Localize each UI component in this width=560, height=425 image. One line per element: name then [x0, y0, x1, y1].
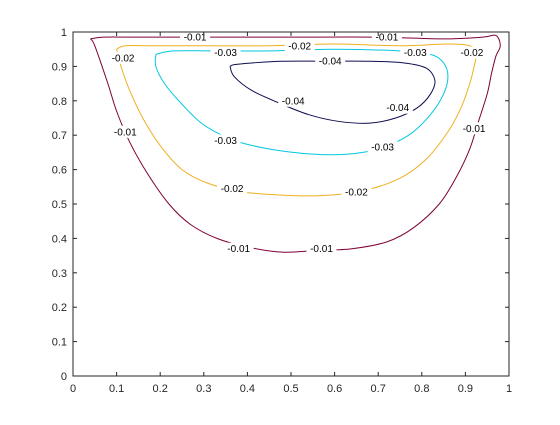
contour-label-background — [315, 55, 346, 68]
x-tick-label: 0.4 — [240, 383, 255, 395]
contour-line — [90, 34, 501, 253]
y-tick-label: 0.6 — [52, 165, 67, 177]
contour-line — [116, 43, 477, 197]
contour-label: -0.01 — [463, 124, 486, 135]
y-tick-label: 0.9 — [52, 61, 67, 73]
contour-line — [229, 60, 436, 124]
y-tick-label: 0.7 — [52, 130, 67, 142]
x-tick-label: 1 — [506, 383, 512, 395]
y-axis-ticks: 0 0.1 0.2 0.3 0.4 0.5 0.6 0.7 0.8 0.9 1 — [52, 27, 509, 383]
contour-label: -0.02 — [112, 53, 135, 64]
contour-label-background — [456, 46, 487, 59]
x-tick-label: 0.7 — [371, 383, 386, 395]
y-tick-label: 0.4 — [52, 233, 67, 245]
x-tick-label: 0.3 — [196, 383, 211, 395]
contour-label-background — [223, 242, 254, 255]
contour-lines — [90, 34, 501, 253]
x-axis-ticks: 0 0.1 0.2 0.3 0.4 0.5 0.6 0.7 0.8 0.9 1 — [70, 32, 512, 395]
contour-label: -0.04 — [282, 96, 305, 107]
axes-background — [73, 32, 509, 376]
contour-label-background — [382, 101, 413, 114]
contour-label: -0.03 — [404, 48, 427, 59]
contour-label-background — [400, 46, 431, 59]
contour-label: -0.01 — [376, 33, 399, 44]
contour-label-background — [180, 31, 211, 44]
x-tick-label: 0.5 — [283, 383, 298, 395]
contour-label: -0.04 — [386, 103, 409, 114]
y-tick-label: 0.5 — [52, 199, 67, 211]
contour-label: -0.02 — [221, 184, 244, 195]
contour-label: -0.03 — [214, 48, 237, 59]
contour-label-background — [217, 182, 248, 195]
contour-label-background — [367, 141, 398, 154]
contour-label-background — [210, 46, 241, 59]
contour-label: -0.01 — [310, 244, 333, 255]
y-tick-label: 0 — [61, 371, 67, 383]
x-tick-label: 0.9 — [458, 383, 473, 395]
y-tick-label: 0.8 — [52, 96, 67, 108]
contour-label-background — [278, 94, 309, 107]
y-tick-label: 0.2 — [52, 302, 67, 314]
contour-label: -0.03 — [371, 143, 394, 154]
contour-label-background — [210, 134, 241, 147]
contour-label: -0.01 — [114, 127, 137, 138]
x-tick-label: 0.2 — [153, 383, 168, 395]
contour-label-background — [341, 186, 372, 198]
contour-label: -0.01 — [227, 244, 250, 255]
contour-label: -0.04 — [319, 57, 342, 68]
contour-label: -0.02 — [345, 188, 368, 199]
contour-label-background — [306, 242, 337, 255]
contour-label-background — [459, 122, 490, 135]
x-tick-label: 0.1 — [109, 383, 124, 395]
contour-label: -0.01 — [184, 33, 207, 44]
contour-label: -0.02 — [288, 41, 311, 52]
y-tick-label: 0.1 — [52, 337, 67, 349]
x-tick-label: 0.8 — [414, 383, 429, 395]
y-tick-label: 0.3 — [52, 268, 67, 280]
contour-label-background — [284, 39, 315, 52]
contour-label: -0.02 — [461, 48, 484, 59]
contour-label-background — [371, 31, 402, 44]
contour-label-background — [110, 125, 141, 138]
contour-label-background — [108, 51, 139, 64]
x-tick-label: 0.6 — [327, 383, 342, 395]
y-tick-label: 1 — [61, 27, 67, 39]
x-tick-label: 0 — [70, 383, 76, 395]
contour-label: -0.03 — [214, 136, 237, 147]
contour-labels: -0.01 -0.01 -0.01 -0.01 -0.01 -0.01 -0.02 -0.02… — [108, 31, 490, 255]
